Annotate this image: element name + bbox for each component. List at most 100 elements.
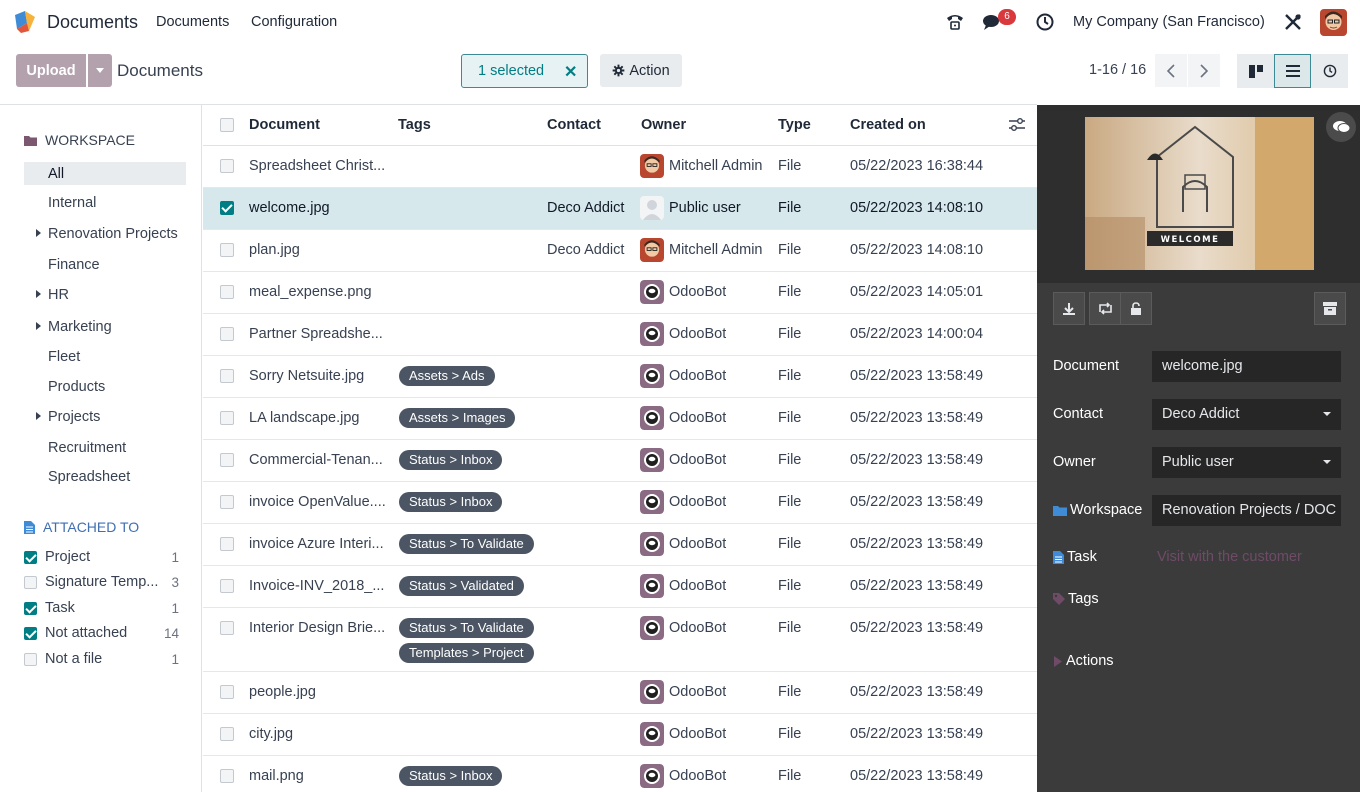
pager-next-button[interactable] — [1188, 54, 1220, 87]
owner[interactable]: OdooBot — [640, 364, 726, 388]
owner[interactable]: OdooBot — [640, 722, 726, 746]
row-checkbox[interactable] — [220, 285, 234, 299]
workspace-item-all[interactable]: All — [24, 162, 186, 185]
column-document[interactable]: Document — [249, 117, 320, 133]
workspace-item-hr[interactable]: HR — [24, 283, 186, 306]
pager-value[interactable]: 1-16 / 16 — [1089, 62, 1147, 78]
owner[interactable]: OdooBot — [640, 322, 726, 346]
row-checkbox[interactable] — [220, 727, 234, 741]
workspace-item-fleet[interactable]: Fleet — [24, 345, 186, 368]
filter-not-a-file[interactable]: Not a file 1 — [24, 648, 179, 670]
row-checkbox[interactable] — [220, 685, 234, 699]
optional-columns-icon[interactable] — [1009, 118, 1025, 136]
owner[interactable]: OdooBot — [640, 490, 726, 514]
download-button[interactable] — [1053, 292, 1085, 325]
expand-caret-icon[interactable] — [36, 412, 41, 420]
table-row[interactable]: Interior Design Brie... File 05/22/2023 13… — [203, 608, 1037, 672]
row-checkbox[interactable] — [220, 243, 234, 257]
expand-caret-icon[interactable] — [36, 322, 41, 330]
owner[interactable]: Public user — [640, 196, 741, 220]
archive-button[interactable] — [1314, 292, 1346, 325]
expand-caret-icon[interactable] — [36, 229, 41, 237]
table-row[interactable]: city.jpg File 05/22/2023 13:58:49 OdooBot — [203, 714, 1037, 756]
checkbox[interactable] — [24, 601, 37, 615]
lock-button[interactable] — [1120, 292, 1152, 325]
table-row[interactable]: people.jpg File 05/22/2023 13:58:49 OdooBot — [203, 672, 1037, 714]
row-checkbox[interactable] — [220, 201, 234, 215]
action-button[interactable]: Action — [600, 54, 682, 87]
owner-select[interactable]: Public user — [1152, 447, 1341, 478]
row-checkbox[interactable] — [220, 369, 234, 383]
workspace-item-recruitment[interactable]: Recruitment — [24, 436, 186, 459]
expand-caret-icon[interactable] — [36, 290, 41, 298]
row-checkbox[interactable] — [220, 159, 234, 173]
owner[interactable]: OdooBot — [640, 406, 726, 430]
filter-project[interactable]: Project 1 — [24, 546, 179, 568]
table-row[interactable]: Invoice-INV_2018_... File 05/22/2023 13:58… — [203, 566, 1037, 608]
owner[interactable]: OdooBot — [640, 574, 726, 598]
actions-toggle[interactable]: Actions — [1053, 653, 1114, 669]
table-row[interactable]: meal_expense.png File 05/22/2023 14:05:01 O… — [203, 272, 1037, 314]
column-contact[interactable]: Contact — [547, 117, 601, 133]
column-owner[interactable]: Owner — [641, 117, 687, 133]
owner[interactable]: OdooBot — [640, 616, 726, 640]
owner[interactable]: OdooBot — [640, 448, 726, 472]
upload-button[interactable]: Upload — [16, 54, 86, 87]
checkbox[interactable] — [24, 575, 37, 589]
activity-view-button[interactable] — [1311, 54, 1348, 88]
document-name-input[interactable]: welcome.jpg — [1152, 351, 1341, 382]
company-switcher[interactable]: My Company (San Francisco) — [1073, 14, 1265, 30]
list-view-button[interactable] — [1274, 54, 1311, 88]
row-checkbox[interactable] — [220, 537, 234, 551]
table-row[interactable]: invoice OpenValue.... File 05/22/2023 13:5… — [203, 482, 1037, 524]
menu-configuration[interactable]: Configuration — [251, 14, 338, 30]
row-checkbox[interactable] — [220, 769, 234, 783]
chat-icon[interactable] — [981, 10, 1005, 34]
checkbox[interactable] — [24, 652, 37, 666]
column-created-on[interactable]: Created on — [850, 117, 926, 133]
workspace-item-projects[interactable]: Projects — [24, 405, 186, 428]
kanban-view-button[interactable] — [1237, 54, 1274, 88]
phone-icon[interactable] — [943, 10, 967, 34]
filter-signature-template[interactable]: Signature Temp... 3 — [24, 571, 179, 593]
workspace-item-internal[interactable]: Internal — [24, 191, 186, 214]
column-type[interactable]: Type — [778, 117, 811, 133]
documents-app-logo[interactable] — [13, 11, 37, 33]
clear-selection-icon[interactable]: ✕ — [564, 64, 578, 81]
row-checkbox[interactable] — [220, 453, 234, 467]
owner[interactable]: Mitchell Admin — [640, 154, 762, 178]
row-checkbox[interactable] — [220, 579, 234, 593]
table-row[interactable]: Commercial-Tenan... File 05/22/2023 13:58:… — [203, 440, 1037, 482]
table-row[interactable]: Sorry Netsuite.jpg File 05/22/2023 13:58:4… — [203, 356, 1037, 398]
owner[interactable]: Mitchell Admin — [640, 238, 762, 262]
menu-documents[interactable]: Documents — [156, 14, 230, 30]
task-link[interactable]: Visit with the customer — [1157, 549, 1302, 565]
owner[interactable]: OdooBot — [640, 764, 726, 788]
replace-button[interactable] — [1089, 292, 1121, 325]
table-row[interactable]: welcome.jpg Deco Addict File 05/22/2023 14:… — [203, 188, 1037, 230]
table-row[interactable]: Partner Spreadshe... File 05/22/2023 14:00… — [203, 314, 1037, 356]
checkbox[interactable] — [24, 550, 37, 564]
table-row[interactable]: Spreadsheet Christ... File 05/22/2023 16:3… — [203, 146, 1037, 188]
checkbox[interactable] — [24, 626, 37, 640]
workspace-select[interactable]: Renovation Projects / DOC — [1152, 495, 1341, 526]
user-avatar[interactable] — [1320, 9, 1347, 36]
owner[interactable]: OdooBot — [640, 680, 726, 704]
row-checkbox[interactable] — [220, 327, 234, 341]
document-preview-image[interactable]: WELCOME — [1085, 117, 1314, 270]
row-checkbox[interactable] — [220, 495, 234, 509]
table-row[interactable]: invoice Azure Interi... File 05/22/2023 13… — [203, 524, 1037, 566]
workspace-item-spreadsheet[interactable]: Spreadsheet — [24, 465, 186, 488]
upload-dropdown-toggle[interactable] — [88, 54, 112, 87]
app-name[interactable]: Documents — [47, 12, 139, 32]
workspace-item-products[interactable]: Products — [24, 375, 186, 398]
table-row[interactable]: mail.png File 05/22/2023 13:58:49 Status > … — [203, 756, 1037, 792]
workspace-item-finance[interactable]: Finance — [24, 253, 186, 276]
debug-tools-icon[interactable] — [1281, 10, 1305, 34]
filter-task[interactable]: Task 1 — [24, 597, 179, 619]
pager-previous-button[interactable] — [1155, 54, 1187, 87]
filter-not-attached[interactable]: Not attached 14 — [24, 622, 179, 644]
owner[interactable]: OdooBot — [640, 280, 726, 304]
table-row[interactable]: plan.jpg Deco Addict File 05/22/2023 14:08:… — [203, 230, 1037, 272]
row-checkbox[interactable] — [220, 411, 234, 425]
